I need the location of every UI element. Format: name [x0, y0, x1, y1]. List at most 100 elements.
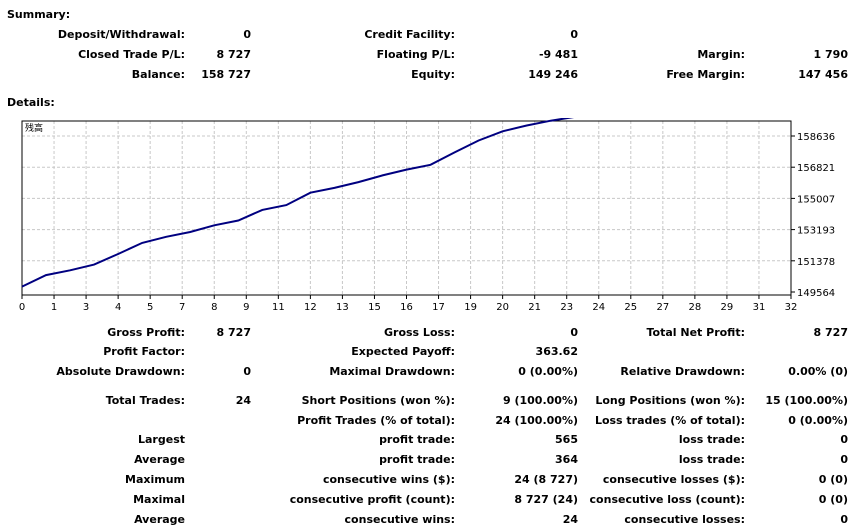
max-cons-wins-label: consecutive wins ($): [322, 473, 455, 486]
maximum-label: Maximum [125, 473, 185, 486]
avg-profit-value: 364 [555, 453, 578, 466]
avg-profit-label: profit trade: [379, 453, 455, 466]
gross-loss-label: Gross Loss: [384, 326, 455, 339]
maximal-loss-label: consecutive loss (count): [589, 493, 745, 506]
chart-frame [21, 120, 792, 296]
floating-pl-label: Floating P/L: [376, 48, 455, 61]
gross-loss-value: 0 [570, 326, 578, 339]
avg-loss-value: 0 [840, 453, 848, 466]
y-tick-label: 155007 [797, 194, 835, 205]
rel-drawdown-value: 0.00% (0) [788, 365, 848, 378]
x-tick-label: 8 [211, 302, 217, 313]
loss-trades-label: Loss trades (% of total): [594, 414, 745, 427]
x-tick-label: 23 [560, 302, 573, 313]
maximal-profit-value: 8 727 (24) [514, 493, 578, 506]
max-cons-losses-value: 0 (0) [818, 473, 848, 486]
total-net-label: Total Net Profit: [646, 326, 746, 339]
x-tick-label: 0 [19, 302, 25, 313]
total-trades-label: Total Trades: [105, 394, 185, 407]
largest-profit-value: 565 [555, 433, 578, 446]
max-drawdown-label: Maximal Drawdown: [329, 365, 455, 378]
gross-profit-value: 8 727 [216, 326, 251, 339]
x-tick-label: 28 [689, 302, 702, 313]
x-tick-label: 31 [753, 302, 766, 313]
rel-drawdown-label: Relative Drawdown: [620, 365, 745, 378]
largest-label: Largest [138, 433, 185, 446]
max-cons-wins-value: 24 (8 727) [514, 473, 578, 486]
total-net-value: 8 727 [813, 326, 848, 339]
x-tick-label: 12 [304, 302, 317, 313]
x-tick-label: 19 [464, 302, 477, 313]
abs-drawdown-value: 0 [243, 365, 251, 378]
balance-label: Balance: [131, 68, 185, 81]
average2-label: Average [134, 513, 185, 526]
avg-cons-losses-value: 0 [840, 513, 848, 526]
x-tick-label: 16 [400, 302, 413, 313]
free-margin-label: Free Margin: [666, 68, 745, 81]
long-positions-value: 15 (100.00%) [765, 394, 848, 407]
x-tick-label: 15 [368, 302, 381, 313]
x-tick-label: 3 [83, 302, 89, 313]
expected-payoff-label: Expected Payoff: [351, 345, 455, 358]
credit-value: 0 [570, 28, 578, 41]
x-tick-label: 1 [51, 302, 57, 313]
free-margin-value: 147 456 [798, 68, 848, 81]
summary-title: Summary: [7, 8, 71, 21]
avg-cons-wins-value: 24 [562, 513, 578, 526]
chart-corner-label: 残高 [25, 122, 43, 134]
largest-loss-label: loss trade: [678, 433, 745, 446]
avg-cons-wins-label: consecutive wins: [344, 513, 455, 526]
closed-pl-label: Closed Trade P/L: [78, 48, 185, 61]
profit-trades-label: Profit Trades (% of total): [297, 414, 455, 427]
deposit-value: 0 [243, 28, 251, 41]
x-tick-label: 25 [624, 302, 637, 313]
maximal-loss-value: 0 (0) [818, 493, 848, 506]
deposit-label: Deposit/Withdrawal: [57, 28, 185, 41]
avg-cons-losses-label: consecutive losses: [624, 513, 745, 526]
y-tick-label: 149564 [797, 288, 835, 299]
balance-chart-svg: 残高 0 1 3 4 5 7 8 9 11 12 13 15 16 17 19 20 21 23 24 25 27 28 2… [19, 118, 835, 313]
y-tick-label: 151378 [797, 257, 835, 268]
equity-value: 149 246 [528, 68, 578, 81]
x-tick-label: 17 [432, 302, 445, 313]
profit-factor-label: Profit Factor: [103, 345, 185, 358]
x-tick-label: 20 [496, 302, 509, 313]
x-tick-label: 7 [179, 302, 185, 313]
x-tick-label: 21 [528, 302, 541, 313]
x-tick-label: 32 [785, 302, 798, 313]
long-positions-label: Long Positions (won %): [595, 394, 745, 407]
x-tick-label: 24 [592, 302, 605, 313]
equity-label: Equity: [411, 68, 455, 81]
y-tick-label: 153193 [797, 226, 835, 237]
y-tick-label: 156821 [797, 163, 835, 174]
short-positions-value: 9 (100.00%) [502, 394, 578, 407]
avg-loss-label: loss trade: [678, 453, 745, 466]
short-positions-label: Short Positions (won %): [301, 394, 455, 407]
balance-line [21, 118, 575, 288]
profit-trades-value: 24 (100.00%) [495, 414, 578, 427]
average-label: Average [134, 453, 185, 466]
loss-trades-value: 0 (0.00%) [788, 414, 848, 427]
x-tick-label: 9 [243, 302, 249, 313]
margin-value: 1 790 [813, 48, 848, 61]
maximal-label: Maximal [133, 493, 185, 506]
y-tick-label: 158636 [797, 132, 835, 143]
largest-profit-label: profit trade: [379, 433, 455, 446]
x-tick-label: 4 [115, 302, 121, 313]
abs-drawdown-label: Absolute Drawdown: [56, 365, 185, 378]
largest-loss-value: 0 [840, 433, 848, 446]
gross-profit-label: Gross Profit: [107, 326, 185, 339]
closed-pl-value: 8 727 [216, 48, 251, 61]
maximal-profit-label: consecutive profit (count): [289, 493, 455, 506]
expected-payoff-value: 363.62 [535, 345, 578, 358]
balance-value: 158 727 [201, 68, 251, 81]
margin-label: Margin: [697, 48, 745, 61]
credit-label: Credit Facility: [364, 28, 455, 41]
x-tick-label: 27 [656, 302, 669, 313]
total-trades-value: 24 [235, 394, 251, 407]
x-tick-label: 13 [336, 302, 349, 313]
balance-chart: 残高 0 1 3 4 5 7 8 9 11 12 13 15 16 17 19 20 21 23 24 25 27 28 2… [0, 118, 855, 318]
max-drawdown-value: 0 (0.00%) [518, 365, 578, 378]
x-tick-label: 5 [147, 302, 153, 313]
x-tick-label: 29 [721, 302, 734, 313]
